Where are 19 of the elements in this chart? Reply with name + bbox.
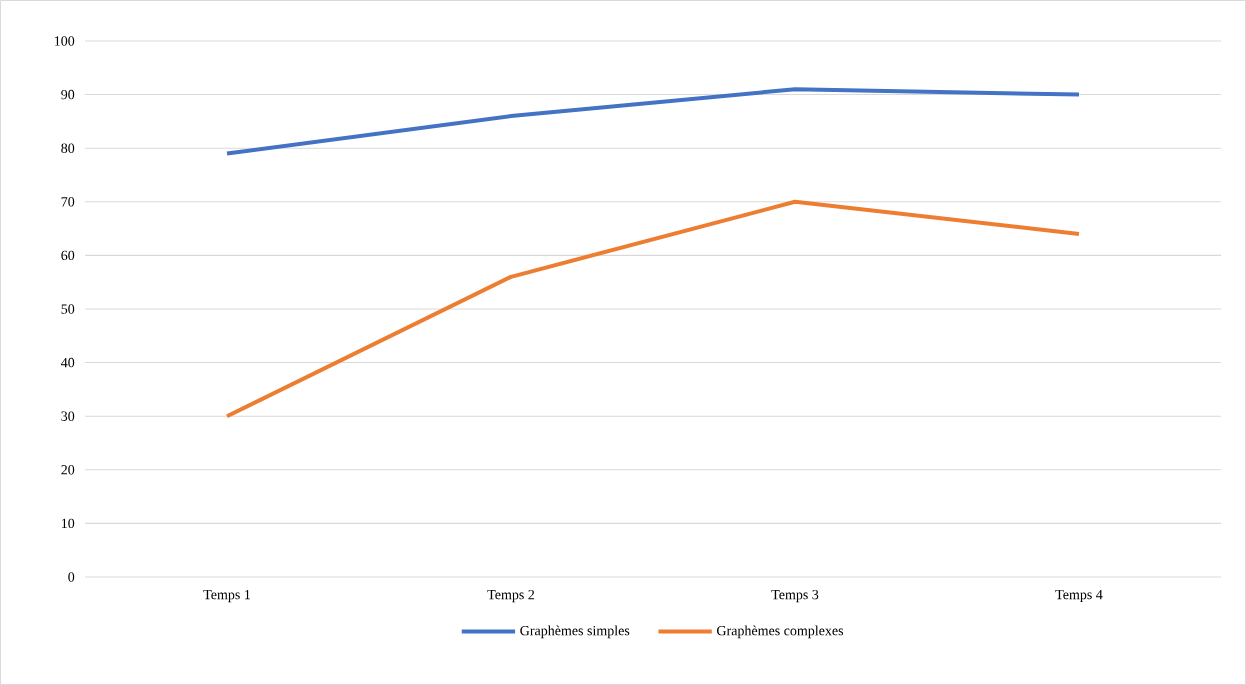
x-tick-label: Temps 1 bbox=[203, 589, 250, 603]
y-tick-label: 50 bbox=[61, 304, 75, 314]
y-tick-label: 10 bbox=[61, 518, 75, 529]
x-tick-label: Temps 3 bbox=[771, 589, 819, 603]
y-tick-label: 20 bbox=[61, 465, 75, 475]
legend-label: Graphèmes simples bbox=[520, 625, 630, 639]
y-tick-label: 30 bbox=[61, 411, 75, 421]
y-tick-label: 100 bbox=[54, 36, 75, 46]
legend-label: Graphèmes complexes bbox=[717, 625, 844, 639]
y-tick-label: 70 bbox=[61, 197, 75, 207]
y-tick-label: 0 bbox=[68, 572, 75, 582]
line-series bbox=[225, 199, 1081, 419]
line-series bbox=[225, 87, 1081, 156]
y-tick-label: 80 bbox=[61, 143, 75, 153]
x-tick-label: Temps 2 bbox=[487, 589, 535, 603]
y-tick-label: 90 bbox=[61, 89, 75, 100]
y-tick-label: 60 bbox=[61, 250, 75, 261]
x-tick-label: Temps 4 bbox=[1055, 589, 1103, 603]
y-tick-label: 40 bbox=[61, 357, 75, 368]
